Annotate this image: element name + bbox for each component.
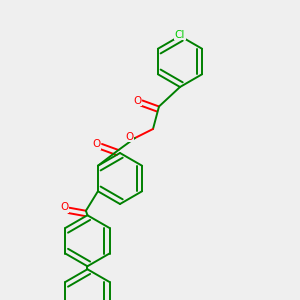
Text: O: O — [60, 202, 68, 212]
Text: O: O — [92, 139, 101, 149]
Text: O: O — [125, 131, 134, 142]
Text: Cl: Cl — [175, 29, 185, 40]
Text: O: O — [133, 95, 141, 106]
